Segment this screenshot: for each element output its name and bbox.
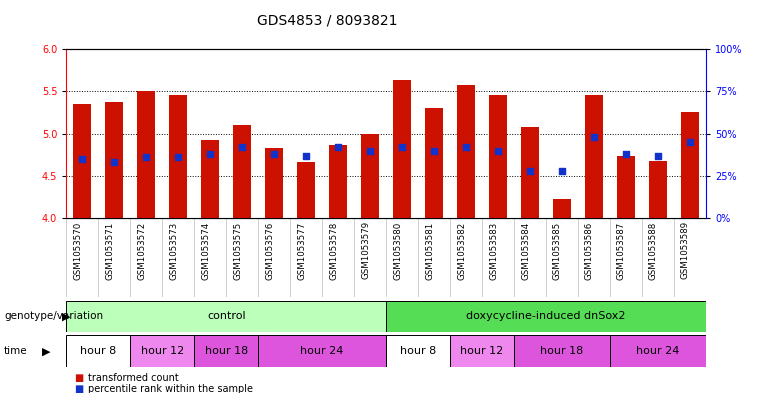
Point bbox=[524, 168, 537, 174]
Text: GSM1053572: GSM1053572 bbox=[137, 221, 147, 279]
Text: hour 12: hour 12 bbox=[460, 346, 504, 356]
Bar bbox=[361, 134, 379, 218]
Point bbox=[172, 154, 185, 160]
Bar bbox=[137, 91, 155, 218]
Text: GSM1053588: GSM1053588 bbox=[649, 221, 658, 279]
Bar bbox=[681, 112, 699, 218]
Text: GSM1053574: GSM1053574 bbox=[201, 221, 210, 279]
Point bbox=[619, 151, 632, 157]
Text: GSM1053587: GSM1053587 bbox=[617, 221, 626, 279]
Text: GSM1053584: GSM1053584 bbox=[521, 221, 530, 279]
Point bbox=[236, 144, 248, 150]
Point bbox=[268, 151, 281, 157]
Bar bbox=[130, 335, 194, 367]
Bar bbox=[610, 335, 706, 367]
Text: hour 18: hour 18 bbox=[204, 346, 248, 356]
Bar bbox=[297, 162, 315, 218]
Point bbox=[651, 152, 664, 159]
Text: ■: ■ bbox=[74, 384, 83, 393]
Bar bbox=[649, 161, 667, 218]
Bar bbox=[329, 145, 347, 218]
Text: GSM1053570: GSM1053570 bbox=[73, 221, 83, 279]
Text: hour 24: hour 24 bbox=[636, 346, 679, 356]
Bar bbox=[425, 108, 443, 218]
Text: GSM1053577: GSM1053577 bbox=[297, 221, 306, 279]
Point bbox=[300, 152, 312, 159]
Bar bbox=[514, 335, 610, 367]
Text: hour 24: hour 24 bbox=[300, 346, 344, 356]
Point bbox=[363, 147, 377, 154]
Bar bbox=[521, 127, 539, 218]
Point bbox=[555, 168, 568, 174]
Bar bbox=[194, 335, 258, 367]
Text: GSM1053578: GSM1053578 bbox=[329, 221, 339, 279]
Text: transformed count: transformed count bbox=[88, 373, 179, 383]
Bar bbox=[617, 156, 635, 218]
Point bbox=[204, 151, 216, 157]
Point bbox=[395, 144, 409, 150]
Bar bbox=[169, 95, 187, 218]
Point bbox=[427, 147, 440, 154]
Text: GSM1053589: GSM1053589 bbox=[681, 221, 690, 279]
Point bbox=[460, 144, 473, 150]
Point bbox=[332, 144, 345, 150]
Text: ■: ■ bbox=[74, 373, 83, 383]
Text: ▶: ▶ bbox=[42, 346, 51, 356]
Text: ▶: ▶ bbox=[62, 311, 70, 321]
Text: doxycycline-induced dnSox2: doxycycline-induced dnSox2 bbox=[466, 311, 626, 321]
Text: GSM1053573: GSM1053573 bbox=[169, 221, 179, 279]
Bar bbox=[265, 148, 283, 218]
Point bbox=[108, 159, 121, 165]
Text: hour 12: hour 12 bbox=[140, 346, 184, 356]
Text: hour 18: hour 18 bbox=[541, 346, 583, 356]
Text: time: time bbox=[4, 346, 27, 356]
Text: GSM1053575: GSM1053575 bbox=[233, 221, 242, 279]
Bar bbox=[66, 301, 386, 332]
Bar bbox=[450, 335, 514, 367]
Bar bbox=[201, 140, 219, 218]
Text: GSM1053579: GSM1053579 bbox=[361, 221, 370, 279]
Bar bbox=[386, 301, 706, 332]
Point bbox=[491, 147, 504, 154]
Text: GSM1053581: GSM1053581 bbox=[425, 221, 434, 279]
Text: GDS4853 / 8093821: GDS4853 / 8093821 bbox=[257, 14, 398, 28]
Bar bbox=[66, 335, 130, 367]
Bar bbox=[553, 199, 571, 218]
Text: GSM1053580: GSM1053580 bbox=[393, 221, 402, 279]
Text: GSM1053576: GSM1053576 bbox=[265, 221, 275, 279]
Bar bbox=[73, 104, 91, 218]
Bar bbox=[258, 335, 386, 367]
Text: GSM1053586: GSM1053586 bbox=[585, 221, 594, 279]
Point bbox=[76, 156, 89, 162]
Bar bbox=[585, 95, 603, 218]
Text: GSM1053582: GSM1053582 bbox=[457, 221, 466, 279]
Bar bbox=[386, 335, 450, 367]
Text: GSM1053571: GSM1053571 bbox=[105, 221, 115, 279]
Point bbox=[683, 139, 696, 145]
Bar bbox=[393, 81, 411, 218]
Text: percentile rank within the sample: percentile rank within the sample bbox=[88, 384, 254, 393]
Point bbox=[587, 134, 600, 140]
Text: control: control bbox=[207, 311, 246, 321]
Text: GSM1053585: GSM1053585 bbox=[553, 221, 562, 279]
Point bbox=[140, 154, 153, 160]
Bar bbox=[489, 95, 507, 218]
Text: GSM1053583: GSM1053583 bbox=[489, 221, 498, 279]
Bar bbox=[457, 84, 475, 218]
Bar bbox=[105, 102, 123, 218]
Text: hour 8: hour 8 bbox=[400, 346, 436, 356]
Bar bbox=[233, 125, 251, 218]
Text: genotype/variation: genotype/variation bbox=[4, 311, 103, 321]
Text: hour 8: hour 8 bbox=[80, 346, 116, 356]
